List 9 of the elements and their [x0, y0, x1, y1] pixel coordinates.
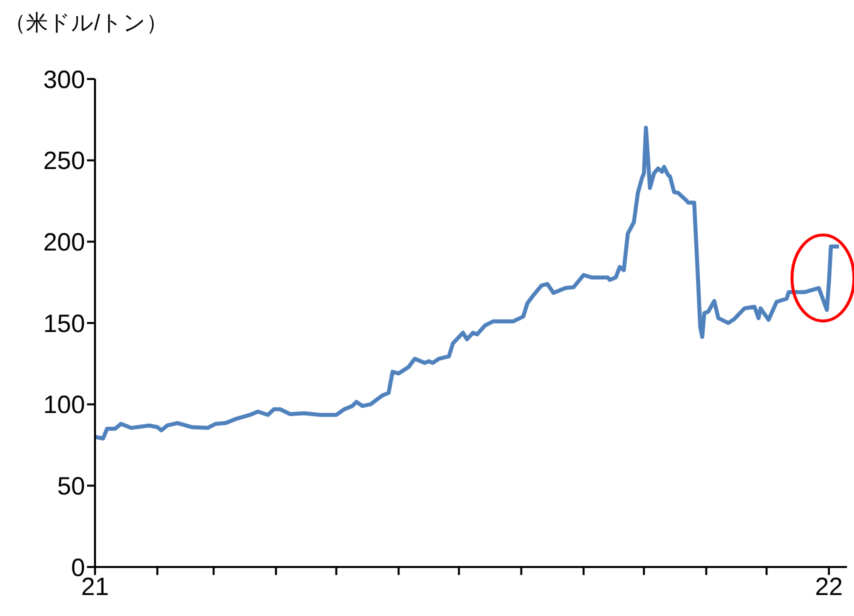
y-tick-label: 200 — [43, 228, 85, 257]
line-series — [95, 126, 841, 440]
y-tick-label: 100 — [43, 391, 85, 420]
x-tick-label: 22 — [814, 572, 843, 601]
y-tick-label: 300 — [43, 66, 85, 94]
y-tick-label: 250 — [43, 147, 85, 176]
y-tick-label: 150 — [43, 310, 85, 338]
y-axis-title: （米ドル/トン） — [4, 9, 168, 37]
y-tick-label: 50 — [57, 472, 85, 501]
